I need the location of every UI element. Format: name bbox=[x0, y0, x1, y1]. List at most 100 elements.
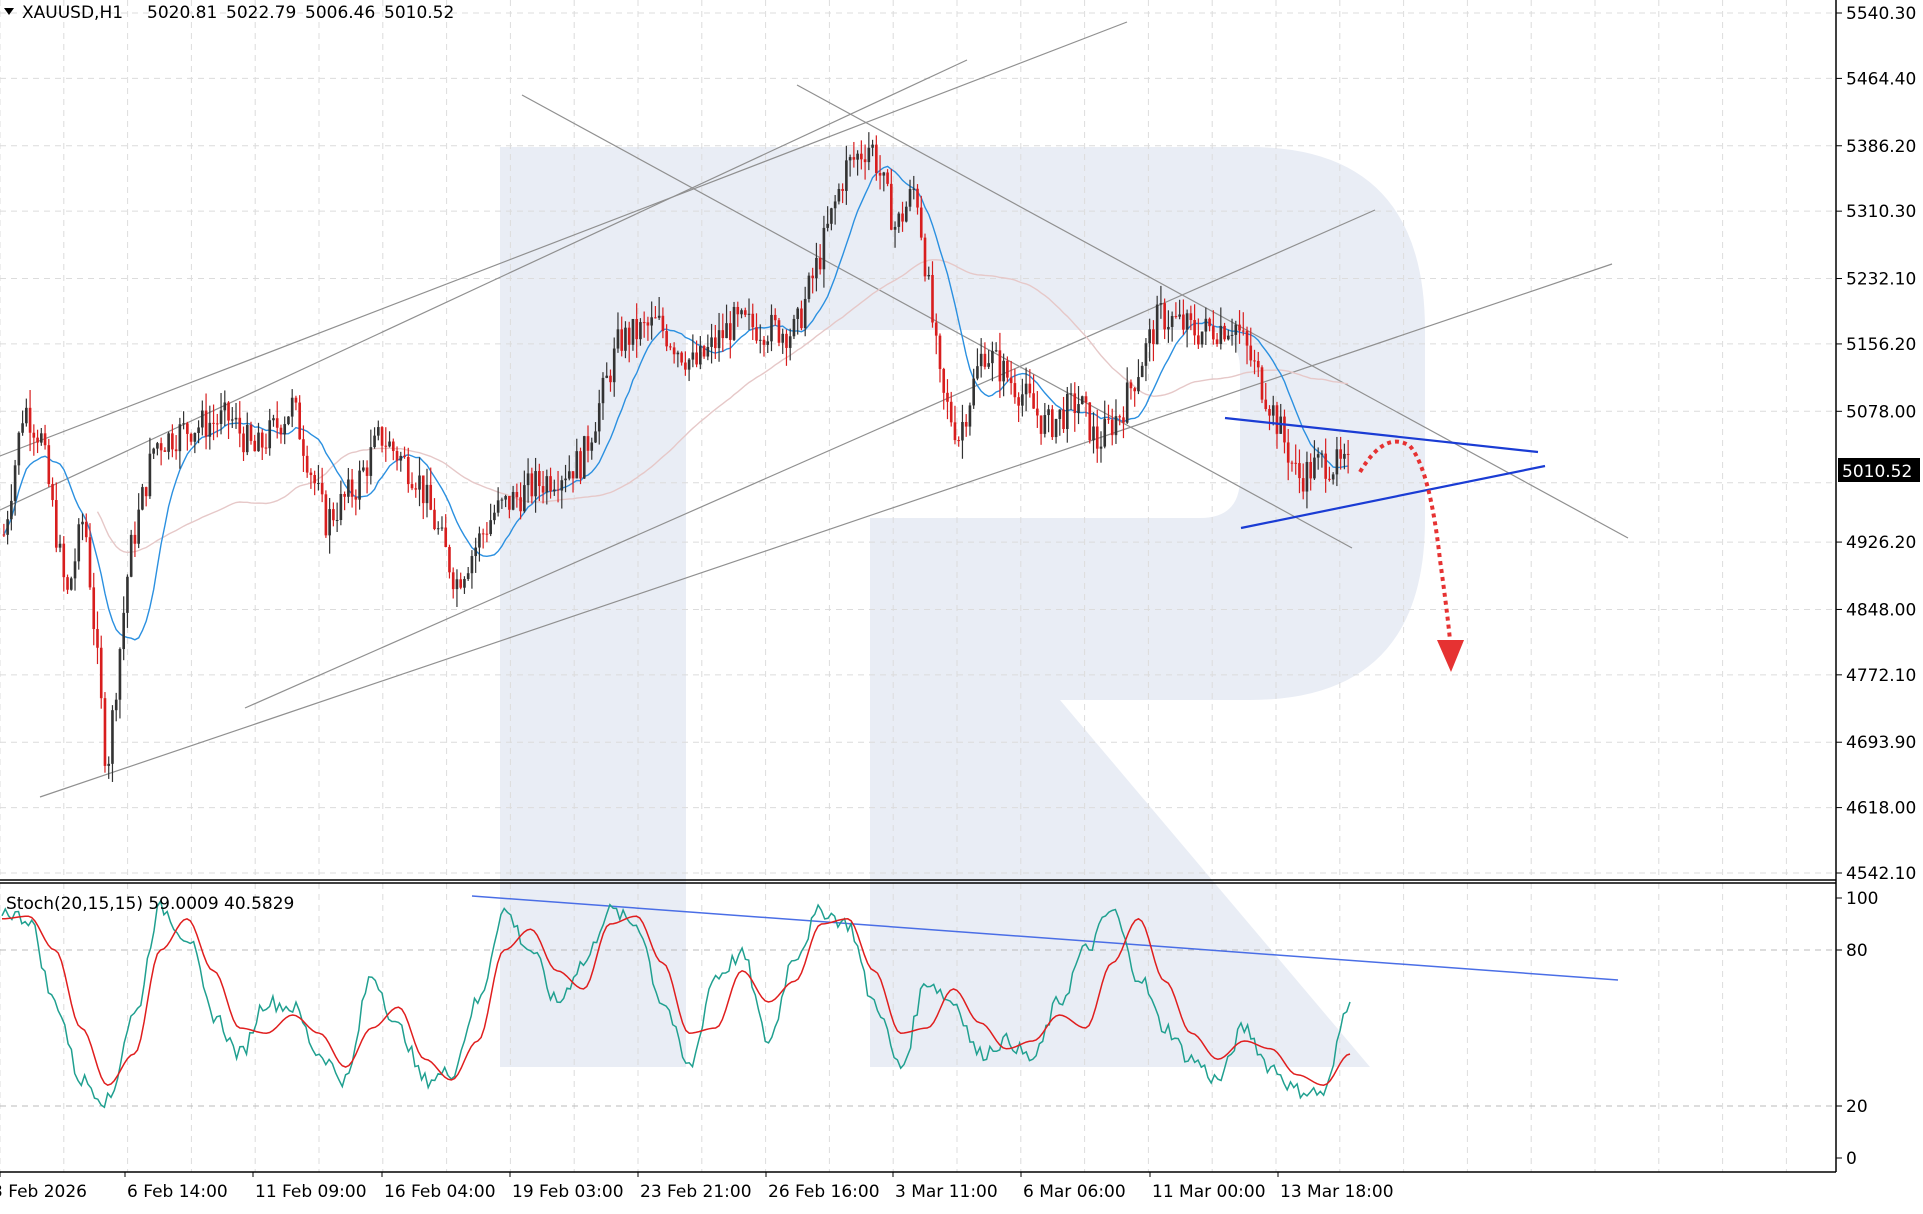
candle bbox=[818, 244, 822, 275]
candle bbox=[171, 424, 174, 458]
dropdown-triangle-icon[interactable] bbox=[4, 8, 14, 15]
candle bbox=[1021, 378, 1024, 417]
x-tick-label: 13 Mar 18:00 bbox=[1280, 1182, 1394, 1202]
candle bbox=[418, 457, 421, 507]
candle bbox=[279, 424, 283, 444]
candle bbox=[81, 513, 84, 541]
candle bbox=[1256, 351, 1260, 378]
time-axis[interactable]: 3 Feb 2026 6 Feb 14:00 11 Feb 09:00 16 Feb … bbox=[0, 1172, 1394, 1202]
candle bbox=[1260, 365, 1264, 404]
candle bbox=[1110, 408, 1114, 446]
chart-header: XAUUSD,H1 5020.81 5022.79 5006.46 5010.5… bbox=[4, 3, 454, 23]
stoch-tick-label: 0 bbox=[1846, 1149, 1857, 1169]
candle bbox=[766, 335, 770, 354]
candle bbox=[567, 455, 571, 481]
candle bbox=[1230, 318, 1234, 346]
candle bbox=[1331, 472, 1335, 485]
candle bbox=[830, 207, 833, 231]
price-panel-frame bbox=[0, 0, 1837, 1173]
candle bbox=[313, 470, 316, 496]
candle bbox=[234, 402, 238, 429]
candle bbox=[1234, 320, 1238, 353]
candle bbox=[1133, 387, 1137, 407]
candle bbox=[579, 447, 582, 485]
candle bbox=[586, 425, 590, 463]
candle bbox=[946, 379, 949, 420]
candle bbox=[152, 447, 155, 459]
candle bbox=[803, 286, 807, 337]
candle bbox=[594, 422, 597, 444]
candle bbox=[549, 467, 552, 499]
candle bbox=[466, 566, 470, 581]
y-tick-label: 4618.00 bbox=[1846, 799, 1916, 819]
candle bbox=[1170, 311, 1174, 342]
candle bbox=[1039, 415, 1043, 445]
candle bbox=[788, 328, 792, 361]
candle bbox=[99, 635, 103, 709]
candle bbox=[84, 513, 88, 543]
ohlc-open: 5020.81 bbox=[147, 3, 217, 23]
candle bbox=[197, 420, 200, 444]
candle bbox=[979, 338, 983, 378]
stochastic-axis[interactable]: 100 80 20 0 bbox=[1836, 889, 1878, 1169]
candle bbox=[167, 431, 170, 460]
x-tick-label: 26 Feb 16:00 bbox=[768, 1182, 880, 1202]
candle bbox=[837, 183, 841, 205]
candle bbox=[807, 272, 811, 303]
stoch-tick-label: 100 bbox=[1846, 889, 1878, 909]
x-tick-label: 11 Mar 00:00 bbox=[1152, 1182, 1266, 1202]
candle bbox=[871, 139, 874, 157]
candle bbox=[991, 341, 994, 382]
price-axis[interactable]: 5540.30 5464.40 5386.20 5310.30 5232.10 5156.… bbox=[1836, 4, 1916, 884]
candle bbox=[1163, 298, 1166, 340]
candle bbox=[811, 267, 814, 294]
candle bbox=[770, 304, 773, 352]
candle bbox=[1343, 443, 1346, 470]
candle bbox=[575, 438, 579, 479]
y-tick-label: 5540.30 bbox=[1846, 4, 1916, 24]
candle bbox=[25, 398, 28, 427]
candle bbox=[601, 372, 605, 420]
y-tick-label: 5464.40 bbox=[1846, 69, 1916, 89]
candle bbox=[938, 333, 942, 383]
candle bbox=[388, 431, 391, 448]
candle bbox=[1241, 312, 1245, 336]
candle bbox=[148, 437, 152, 499]
candle bbox=[201, 400, 204, 436]
candle bbox=[1073, 382, 1077, 432]
candle bbox=[725, 304, 728, 339]
candle bbox=[1024, 367, 1028, 412]
candle bbox=[193, 432, 197, 454]
candle bbox=[845, 145, 848, 205]
candle bbox=[141, 483, 144, 511]
candle bbox=[706, 334, 710, 361]
candle bbox=[1178, 299, 1181, 320]
candle bbox=[904, 201, 908, 223]
candle bbox=[987, 350, 990, 370]
candle bbox=[863, 144, 867, 180]
candle bbox=[650, 301, 653, 340]
candle bbox=[751, 303, 755, 341]
candle bbox=[302, 425, 305, 472]
candle bbox=[377, 420, 380, 441]
candle bbox=[994, 342, 998, 353]
candle bbox=[1167, 310, 1170, 343]
candle bbox=[1107, 404, 1110, 424]
candle bbox=[912, 175, 916, 200]
candle bbox=[21, 410, 24, 436]
candle bbox=[122, 596, 126, 661]
candle bbox=[51, 477, 54, 507]
candle bbox=[425, 468, 429, 518]
candle bbox=[290, 389, 294, 428]
candlestick-series bbox=[2, 132, 1350, 782]
candle bbox=[268, 408, 272, 456]
candle bbox=[545, 469, 549, 505]
candle bbox=[1069, 383, 1073, 410]
candle bbox=[10, 484, 13, 531]
stoch-tick-label: 20 bbox=[1846, 1097, 1868, 1117]
candle bbox=[676, 350, 680, 368]
candle bbox=[1006, 356, 1009, 382]
candle bbox=[403, 446, 406, 459]
candle bbox=[77, 518, 81, 570]
candle bbox=[272, 414, 275, 427]
